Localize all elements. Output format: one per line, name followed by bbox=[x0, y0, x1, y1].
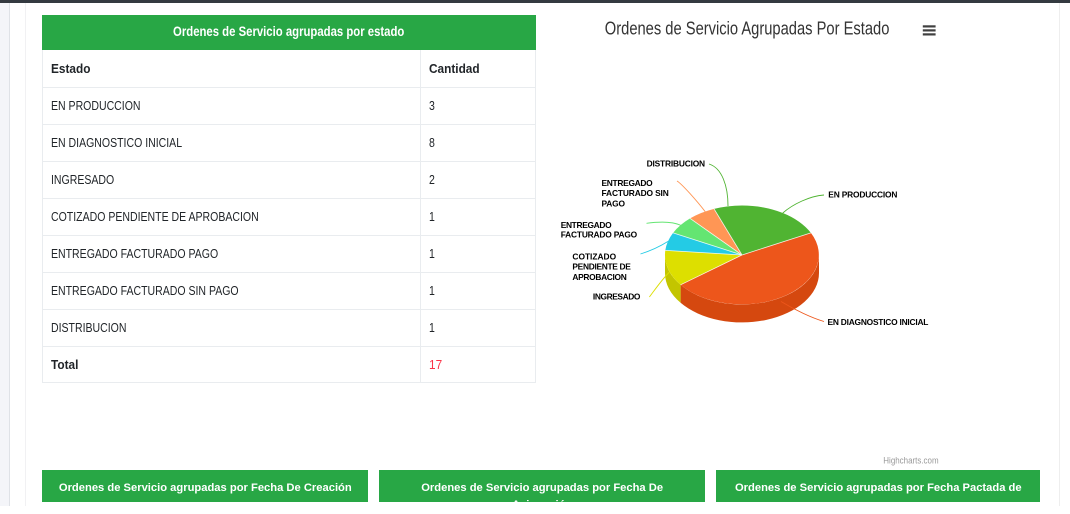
svg-text:Ordenes de Servicio Agrupadas: Ordenes de Servicio Agrupadas Por Estado bbox=[605, 18, 890, 38]
svg-text:APROBACION: APROBACION bbox=[572, 272, 626, 282]
svg-text:FACTURADO PAGO: FACTURADO PAGO bbox=[561, 230, 638, 240]
svg-text:ENTREGADO: ENTREGADO bbox=[561, 220, 612, 230]
svg-text:Highcharts.com: Highcharts.com bbox=[883, 456, 938, 466]
svg-text:FACTURADO SIN: FACTURADO SIN bbox=[602, 188, 669, 198]
svg-text:EN PRODUCCION: EN PRODUCCION bbox=[828, 190, 897, 200]
svg-text:INGRESADO: INGRESADO bbox=[593, 291, 641, 301]
svg-text:COTIZADO: COTIZADO bbox=[572, 251, 616, 261]
svg-text:PENDIENTE DE: PENDIENTE DE bbox=[572, 261, 631, 271]
svg-text:PAGO: PAGO bbox=[602, 198, 626, 208]
svg-text:EN DIAGNOSTICO INICIAL: EN DIAGNOSTICO INICIAL bbox=[828, 317, 929, 327]
svg-text:DISTRIBUCION: DISTRIBUCION bbox=[647, 159, 706, 169]
svg-text:ENTREGADO: ENTREGADO bbox=[602, 178, 654, 188]
